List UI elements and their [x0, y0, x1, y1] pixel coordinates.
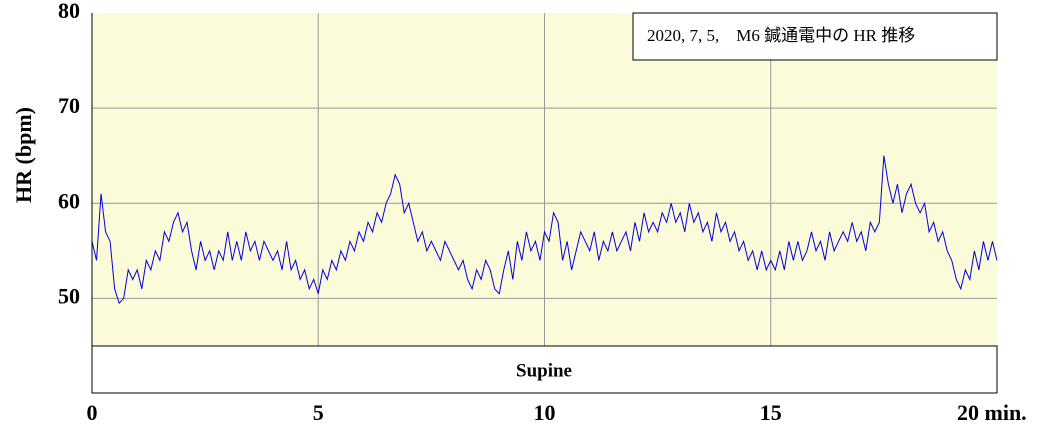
- y-tick-label: 50: [58, 283, 80, 308]
- hr-line: [91, 155, 998, 305]
- y-tick-label: 70: [58, 93, 80, 118]
- y-axis-label: HR (bpm): [11, 107, 36, 203]
- y-tick-label: 60: [58, 188, 80, 213]
- x-tick-label: 20 min.: [957, 400, 1027, 425]
- supine-box: [91, 345, 998, 394]
- x-tick-label: 0: [87, 400, 98, 425]
- x-tick-label: 10: [534, 400, 556, 425]
- marks: [91, 155, 998, 305]
- y-tick-label: 80: [58, 0, 80, 23]
- x-tick-label: 5: [313, 400, 324, 425]
- grid: [92, 13, 997, 346]
- x-tick-label: 15: [760, 400, 782, 425]
- title-box: [632, 12, 998, 61]
- annotation: Supine: [516, 360, 572, 381]
- chart-title: 2020, 7, 5, M6 鍼通電中の HR 推移: [647, 26, 915, 45]
